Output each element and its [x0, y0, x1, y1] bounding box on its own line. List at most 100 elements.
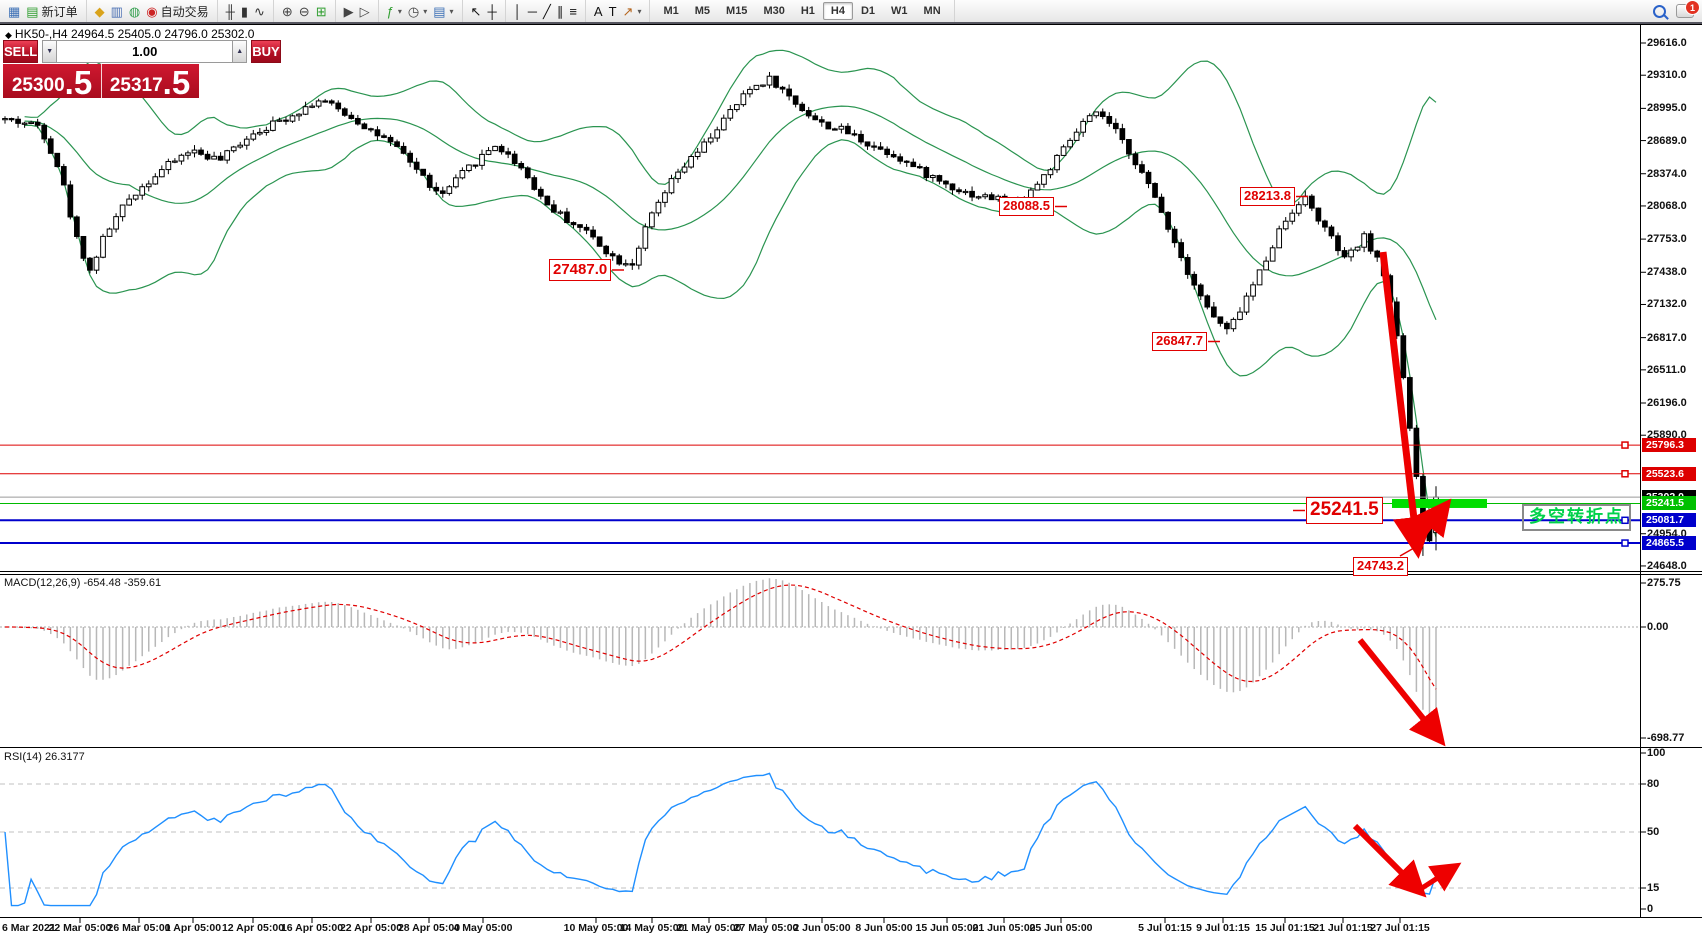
- trend-arrow[interactable]: [1357, 638, 1446, 747]
- macd-signal-line: [5, 584, 1437, 690]
- indicators-icon[interactable]: ƒ ▾: [384, 4, 405, 19]
- trend-arrows[interactable]: [1352, 251, 1462, 898]
- bull-bear-turning-point-label[interactable]: 多空转折点: [1522, 504, 1631, 531]
- buy-button[interactable]: BUY: [251, 40, 281, 63]
- timeframe-m5[interactable]: M5: [694, 5, 711, 17]
- toolbar-group: ƒ ▾ ◷ ▾ ▤ ▾: [379, 0, 463, 22]
- time-axis-label: 12 Apr 05:00: [221, 922, 285, 934]
- templates-icon[interactable]: ▤ ▾: [430, 4, 456, 19]
- fibonacci-icon: ≡: [569, 3, 577, 19]
- buy-price[interactable]: 25317.5: [101, 64, 199, 99]
- text-label-icon: A: [593, 3, 603, 19]
- fibonacci-icon[interactable]: ≡: [566, 4, 580, 19]
- notifications-icon[interactable]: 1: [1676, 0, 1700, 18]
- tile-windows-icon[interactable]: ⊞: [313, 4, 330, 19]
- support-highlight-bar[interactable]: [1392, 498, 1487, 508]
- periods-icon[interactable]: ◷ ▾: [405, 4, 430, 19]
- price-callout[interactable]: 28213.8: [1240, 187, 1295, 206]
- price-divider: [101, 64, 102, 98]
- price-callout[interactable]: 26847.7: [1152, 332, 1207, 351]
- text-icon[interactable]: T: [606, 4, 620, 19]
- sell-price[interactable]: 25300.5: [3, 64, 101, 99]
- volume-down-button[interactable]: ▼: [42, 40, 58, 63]
- timeframe-m1[interactable]: M1: [663, 5, 679, 17]
- level-handle[interactable]: [1621, 441, 1629, 449]
- new-order-button[interactable]: ▤ 新订单: [23, 2, 80, 21]
- zoom-in-icon[interactable]: ⊕: [279, 4, 296, 19]
- time-axis-label: 8 Jun 05:00: [855, 922, 913, 934]
- vertical-line-icon[interactable]: │: [511, 4, 525, 19]
- crosshair-icon[interactable]: ┼: [484, 4, 499, 19]
- dropdown-arrow-icon: ▾: [397, 6, 402, 16]
- price-badge: 24865.5: [1642, 536, 1696, 551]
- macd-axis-label: 0.00: [1647, 621, 1669, 633]
- toolbar-group: ▦ ▤ 新订单: [0, 0, 87, 22]
- time-axis-label: 14 May 05:00: [619, 922, 685, 934]
- timeframe-m30[interactable]: M30: [763, 5, 785, 17]
- timeframe-h4[interactable]: H4: [822, 2, 853, 20]
- dropdown-arrow-icon: ▾: [449, 6, 454, 16]
- eraser-icon[interactable]: ◆: [92, 4, 108, 19]
- timeframe-h1[interactable]: H1: [800, 5, 815, 17]
- cursor-icon[interactable]: ↖: [468, 4, 485, 19]
- trend-arrow[interactable]: [1379, 251, 1435, 559]
- zoom-out-icon: ⊖: [298, 3, 310, 19]
- time-axis-label: 21 Jul 01:15: [1313, 922, 1373, 934]
- search-icon[interactable]: [1653, 4, 1666, 18]
- price-callout[interactable]: 24743.2: [1353, 557, 1408, 576]
- timeframe-w1[interactable]: W1: [891, 5, 908, 17]
- macd-axis-label: -698.77: [1647, 732, 1685, 744]
- chart-shift-icon[interactable]: ▷: [357, 4, 373, 19]
- price-tick-label: 28689.0: [1647, 134, 1687, 147]
- trend-arrow[interactable]: [1417, 862, 1462, 893]
- notification-badge: 1: [1685, 0, 1700, 15]
- macd-histogram: [10, 578, 1437, 731]
- candlestick-series: [2, 71, 1439, 556]
- price-badge: 25523.6: [1642, 466, 1696, 481]
- channel-icon[interactable]: ∥: [554, 4, 567, 19]
- timeframe-m15[interactable]: M15: [726, 5, 748, 17]
- bollinger-upper-band: [24, 49, 1437, 205]
- price-tick-label: 28068.0: [1647, 199, 1687, 212]
- time-axis-label: 15 Jun 05:00: [915, 922, 979, 934]
- level-handle[interactable]: [1621, 470, 1629, 478]
- arrows-icon[interactable]: ↗ ▾: [620, 4, 645, 19]
- sell-button[interactable]: SELL: [3, 40, 39, 63]
- horizontal-line-icon[interactable]: ─: [525, 4, 540, 19]
- candle-chart-icon[interactable]: ▮: [238, 4, 251, 19]
- volume-input[interactable]: [57, 40, 233, 63]
- rsi-axis-label: 80: [1647, 778, 1660, 790]
- level-handle[interactable]: [1621, 539, 1629, 547]
- auto-trading-button[interactable]: ◉ 自动交易: [143, 2, 211, 21]
- zoom-out-icon[interactable]: ⊖: [296, 4, 313, 19]
- market-watch-icon[interactable]: ▥: [108, 4, 126, 19]
- rsi-indicator-label: RSI(14) 26.3177: [4, 751, 85, 763]
- signal-icon[interactable]: ◍: [126, 4, 143, 19]
- price-callout[interactable]: 28088.5: [999, 197, 1054, 216]
- market-watch-icon: ▥: [110, 3, 123, 19]
- time-axis-label: 16 Apr 05:00: [280, 922, 344, 934]
- volume-up-button[interactable]: ▲: [232, 40, 248, 63]
- time-axis-label: 15 Jul 01:15: [1255, 922, 1315, 934]
- new-chart-icon[interactable]: ▦: [5, 4, 23, 19]
- symbol-ohlc-text: HK50-,H4 24964.5 25405.0 24796.0 25302.0: [14, 27, 255, 41]
- price-callout[interactable]: 25241.5: [1306, 497, 1383, 524]
- line-chart-icon[interactable]: ∿: [251, 4, 268, 19]
- trendline-icon[interactable]: ╱: [540, 4, 554, 19]
- callout-connector: [1399, 547, 1415, 557]
- bar-chart-icon[interactable]: ╫: [223, 4, 238, 19]
- auto-scroll-icon[interactable]: ▶: [341, 4, 357, 19]
- bollinger-middle-band: [24, 105, 1437, 321]
- timeframe-d1[interactable]: D1: [860, 5, 876, 17]
- timeframe-mn[interactable]: MN: [923, 5, 941, 17]
- toolbar-group: ⊕ ⊖ ⊞: [274, 0, 336, 22]
- time-axis-label: 27 Jul 01:15: [1370, 922, 1430, 934]
- price-callout[interactable]: 27487.0: [549, 259, 612, 281]
- trend-arrow[interactable]: [1352, 823, 1427, 898]
- templates-icon: ▤: [433, 3, 446, 19]
- trend-arrow[interactable]: [1410, 498, 1452, 550]
- text-label-icon[interactable]: A: [591, 4, 606, 19]
- level-handle[interactable]: [1621, 516, 1629, 525]
- horizontal-level-lines[interactable]: [0, 441, 1640, 547]
